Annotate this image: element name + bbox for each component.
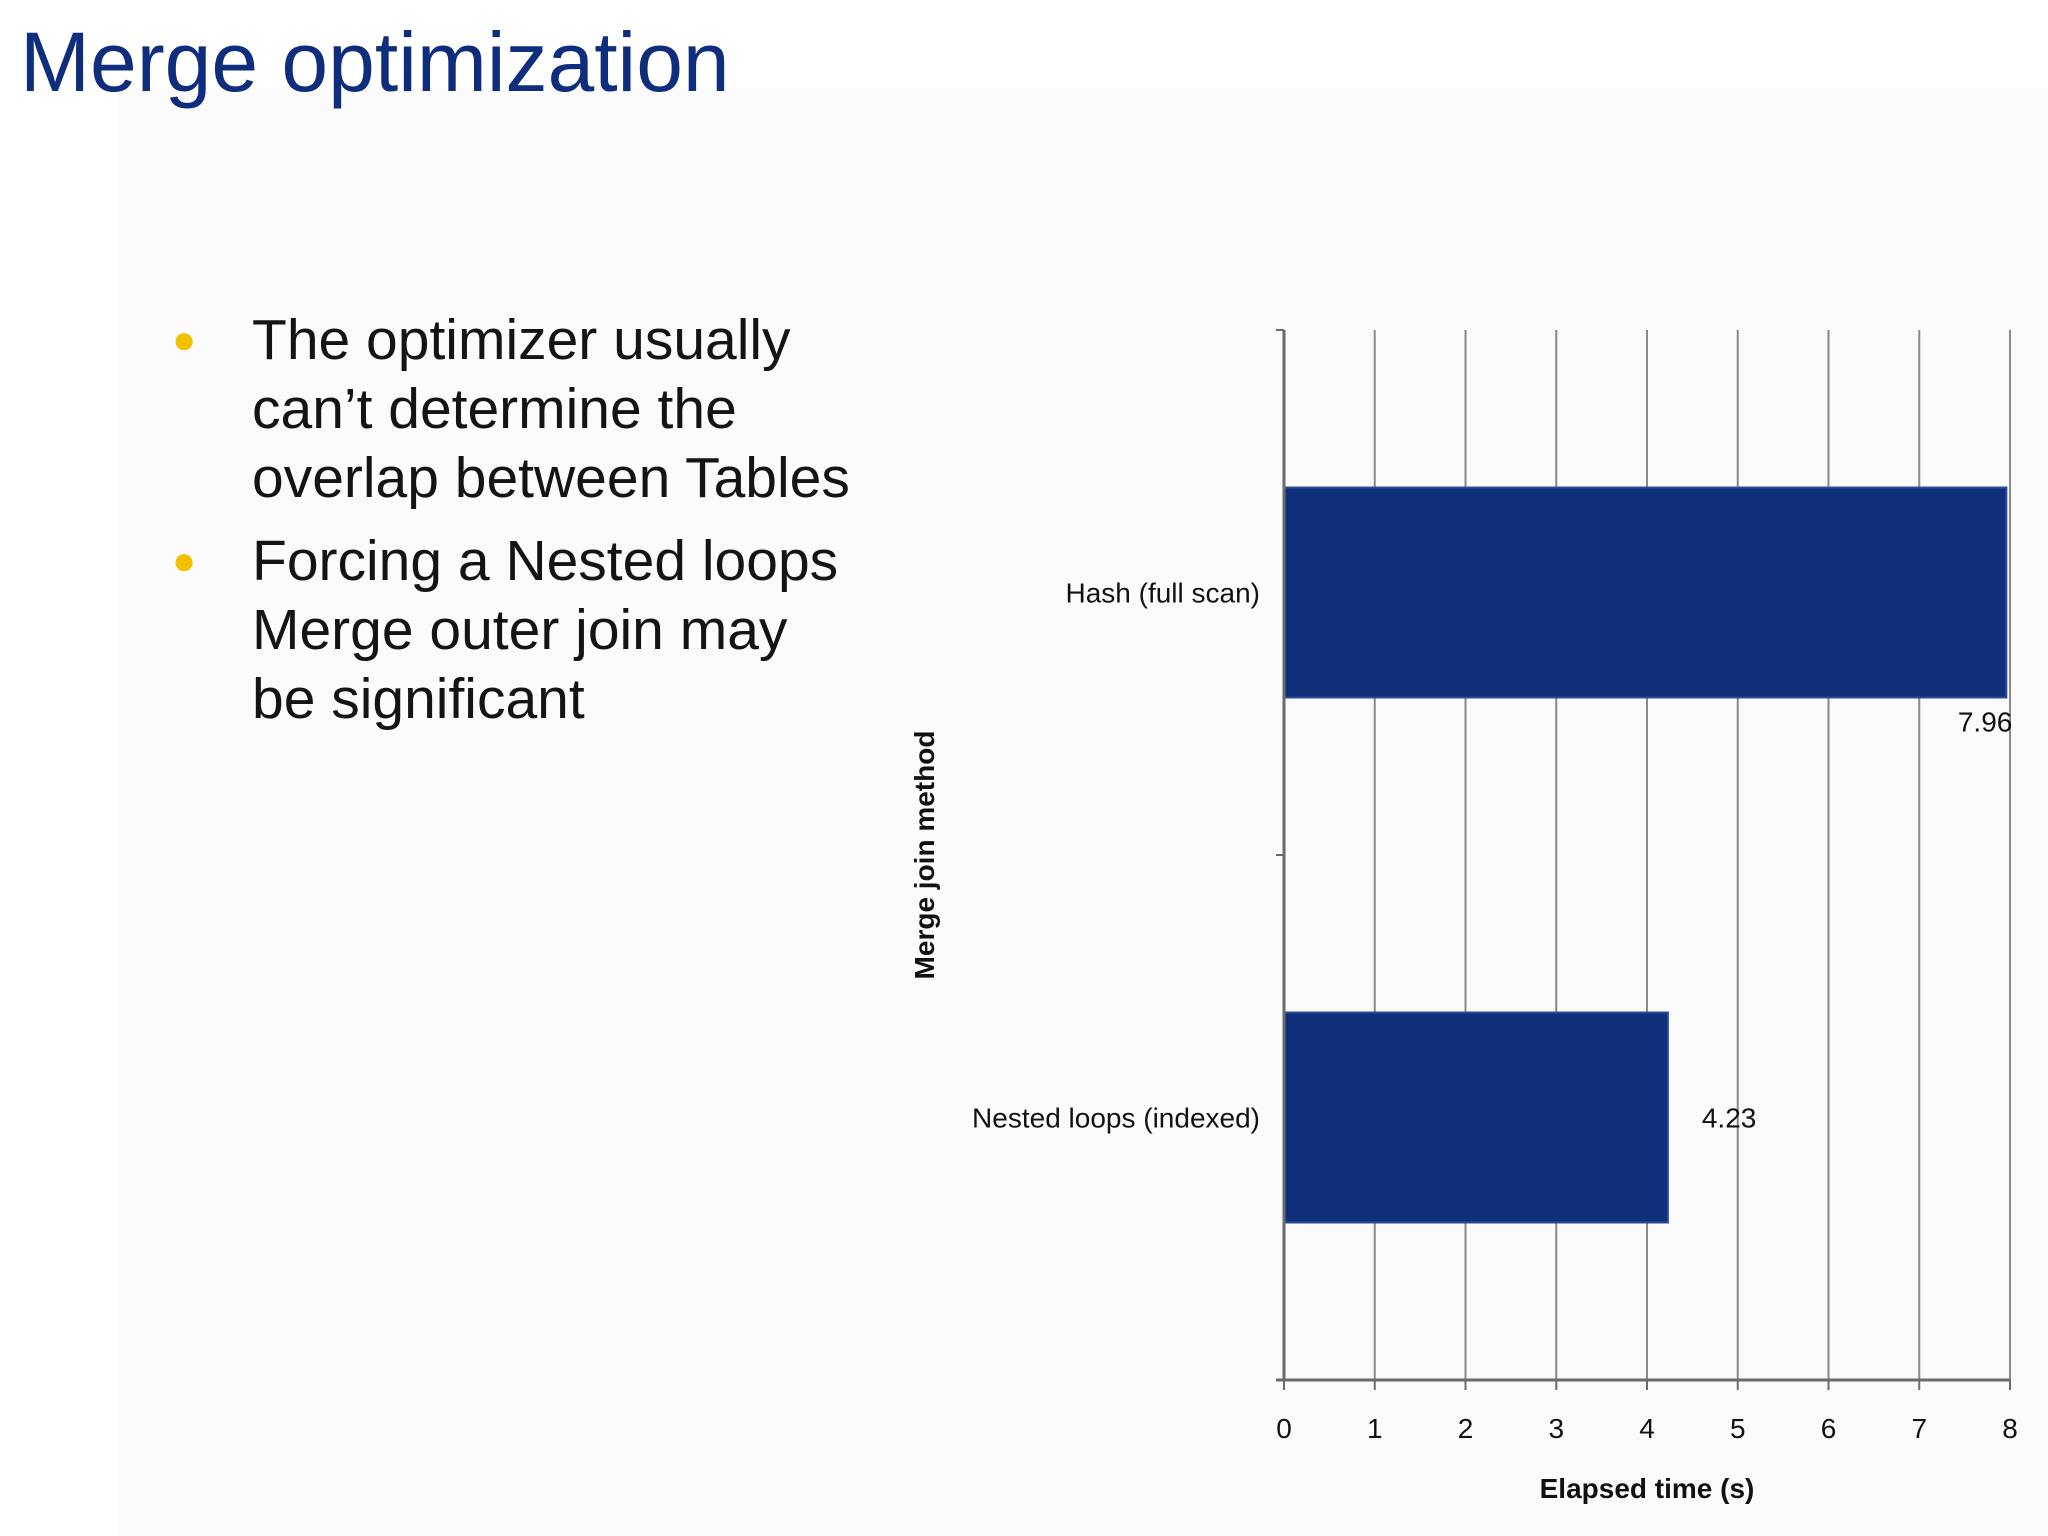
x-tick-label: 3: [1548, 1413, 1564, 1444]
slide-title: Merge optimization: [20, 15, 730, 109]
x-axis-title: Elapsed time (s): [1540, 1473, 1755, 1504]
bar: [1283, 486, 2008, 699]
bullet-list: ● The optimizer usually can’t determine …: [172, 306, 852, 748]
bullet-item: ● Forcing a Nested loops Merge outer joi…: [172, 527, 852, 734]
data-label: 7.96: [1958, 707, 2013, 738]
bullet-text: The optimizer usually can’t determine th…: [252, 308, 850, 510]
x-tick-label: 0: [1276, 1413, 1292, 1444]
data-label: 4.23: [1702, 1103, 1757, 1134]
x-tick-label: 7: [1911, 1413, 1927, 1444]
bars: [1283, 486, 2008, 1224]
axes: [1276, 329, 2011, 1390]
chart-labels: 0 1 2 3 4 5 6 7 8 Hash (full scan) 7.96 Nested loop…: [909, 578, 2018, 1505]
y-axis-title: Merge join method: [909, 731, 940, 980]
bullet-item: ● The optimizer usually can’t determine …: [172, 306, 852, 513]
bullet-text: Forcing a Nested loops Merge outer join …: [252, 529, 839, 731]
x-tick-label: 8: [2002, 1413, 2018, 1444]
bullet-marker-icon: ●: [172, 539, 197, 583]
x-tick-label: 1: [1367, 1413, 1383, 1444]
slide-background: [118, 88, 2048, 1536]
x-tick-label: 4: [1639, 1413, 1655, 1444]
x-tick-label: 5: [1730, 1413, 1746, 1444]
bar: [1283, 1011, 1669, 1224]
category-label: Nested loops (indexed): [972, 1103, 1260, 1134]
x-tick-label: 6: [1821, 1413, 1837, 1444]
bullet-marker-icon: ●: [172, 318, 197, 362]
category-label: Hash (full scan): [1065, 578, 1260, 609]
x-tick-label: 2: [1458, 1413, 1474, 1444]
